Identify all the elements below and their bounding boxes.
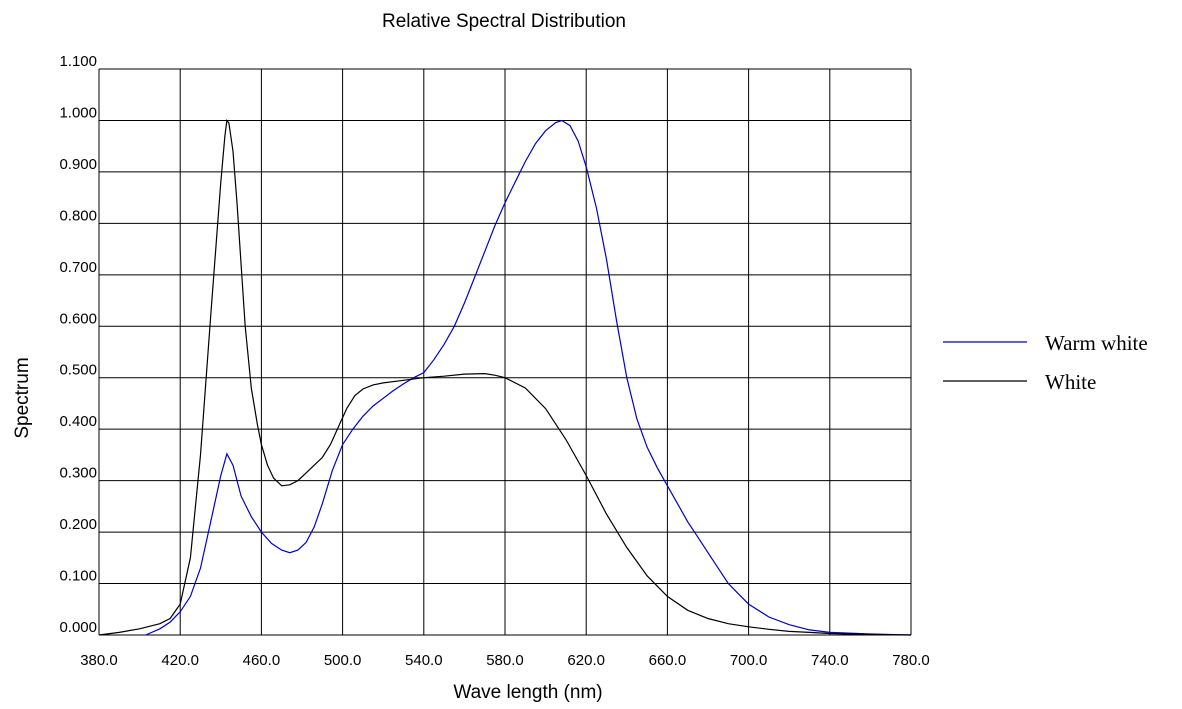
y-tick-label: 0.600 — [59, 310, 97, 327]
y-tick-label: 0.100 — [59, 568, 97, 585]
y-tick-label: 0.300 — [59, 465, 97, 482]
chart-title: Relative Spectral Distribution — [382, 11, 626, 32]
legend-label: Warm white — [1045, 331, 1148, 355]
x-tick-labels: 380.0 420.0 460.0 500.0 540.0 580.0 620.0 660.0… — [80, 652, 930, 669]
y-tick-label: 0.900 — [59, 156, 97, 173]
x-tick-label: 740.0 — [811, 652, 849, 669]
x-tick-label: 420.0 — [161, 652, 199, 669]
y-tick-label: 0.000 — [59, 619, 97, 636]
x-tick-label: 540.0 — [405, 652, 443, 669]
series-lines — [98, 119, 912, 636]
x-tick-label: 500.0 — [324, 652, 362, 669]
series-line-warm-white — [145, 119, 912, 636]
chart-grid — [98, 68, 912, 636]
y-tick-label: 0.400 — [59, 413, 97, 430]
x-tick-label: 700.0 — [730, 652, 768, 669]
x-tick-label: 780.0 — [892, 652, 930, 669]
y-tick-label: 0.800 — [59, 207, 97, 224]
y-tick-label: 1.000 — [59, 104, 97, 121]
x-tick-label: 380.0 — [80, 652, 118, 669]
y-axis-label: Spectrum — [12, 357, 33, 438]
y-tick-label: 0.500 — [59, 362, 97, 379]
series-line-white — [98, 119, 912, 636]
x-tick-label: 660.0 — [649, 652, 687, 669]
y-tick-labels: 0.000 0.100 0.200 0.300 0.400 0.500 0.600 0.700… — [59, 53, 97, 636]
y-tick-label: 0.200 — [59, 516, 97, 533]
x-axis-label: Wave length (nm) — [453, 682, 602, 703]
x-tick-label: 580.0 — [486, 652, 524, 669]
legend: Warm white White — [943, 331, 1148, 394]
legend-label: White — [1045, 370, 1096, 394]
x-tick-label: 620.0 — [567, 652, 605, 669]
y-tick-label: 1.100 — [59, 53, 97, 70]
y-tick-label: 0.700 — [59, 259, 97, 276]
x-tick-label: 460.0 — [243, 652, 281, 669]
